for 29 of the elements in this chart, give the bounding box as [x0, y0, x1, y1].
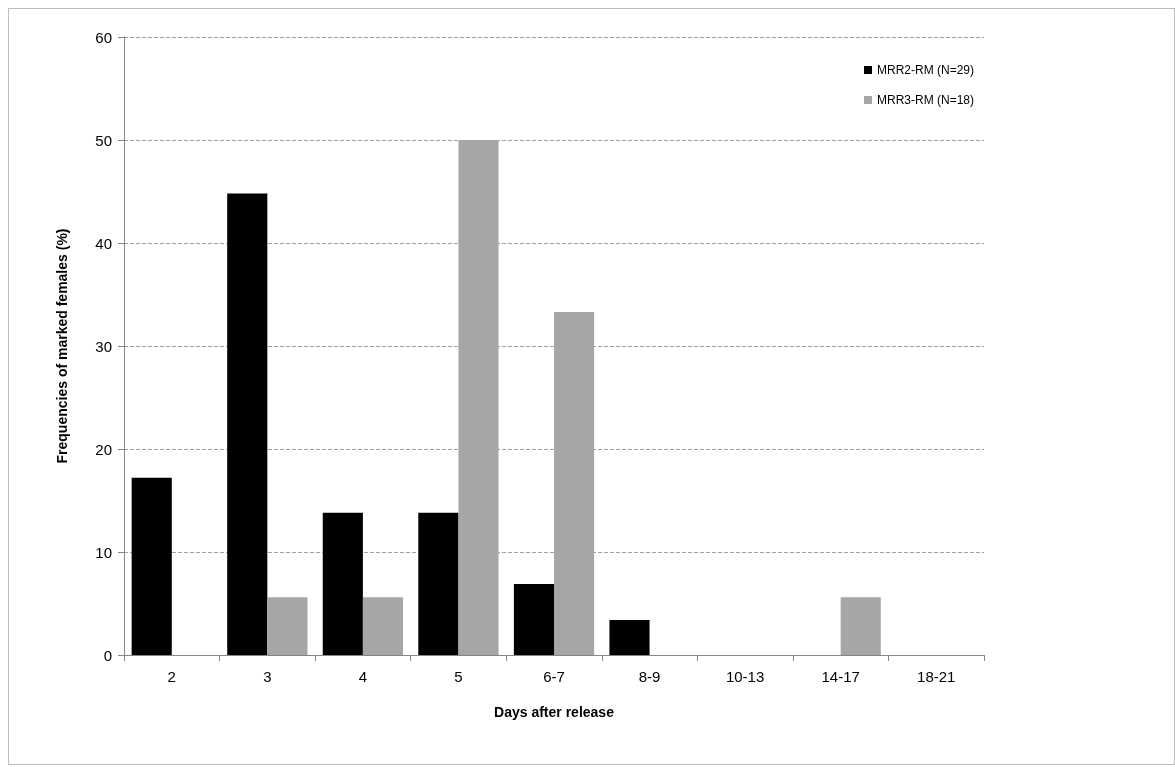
- y-tick-label: 10: [95, 543, 112, 561]
- x-tick-label: 14-17: [821, 668, 860, 685]
- y-tick-label: 60: [95, 28, 112, 46]
- x-tick-label: 18-21: [917, 668, 956, 685]
- x-tick-label: 8-9: [638, 668, 661, 685]
- y-tick-label: 0: [103, 646, 112, 664]
- x-axis-title: Days after release: [494, 704, 615, 720]
- bar: [362, 597, 404, 655]
- y-tick-label: 30: [95, 337, 112, 355]
- y-tick-label: 50: [95, 131, 112, 149]
- x-tick-label: 6-7: [543, 668, 565, 685]
- x-tick-label: 4: [358, 668, 368, 685]
- bar: [609, 619, 650, 655]
- y-tick-label: 40: [95, 234, 112, 252]
- bar: [840, 597, 881, 655]
- legend-label: MRR3-RM (N=18): [876, 93, 975, 107]
- bar: [267, 597, 308, 655]
- x-tick-label: 3: [263, 668, 272, 685]
- bar: [227, 193, 268, 655]
- bar: [513, 583, 554, 655]
- bar: [131, 477, 172, 655]
- x-tick-label: 5: [454, 668, 463, 685]
- y-axis-title: Frequencies of marked females (%): [54, 228, 70, 464]
- x-tick-label: 10-13: [725, 668, 765, 685]
- x-tick-label: 2: [167, 668, 176, 685]
- bar: [418, 512, 459, 655]
- legend-label: MRR2-RM (N=29): [876, 63, 975, 77]
- y-tick-label: 20: [95, 440, 112, 458]
- bar: [322, 512, 363, 655]
